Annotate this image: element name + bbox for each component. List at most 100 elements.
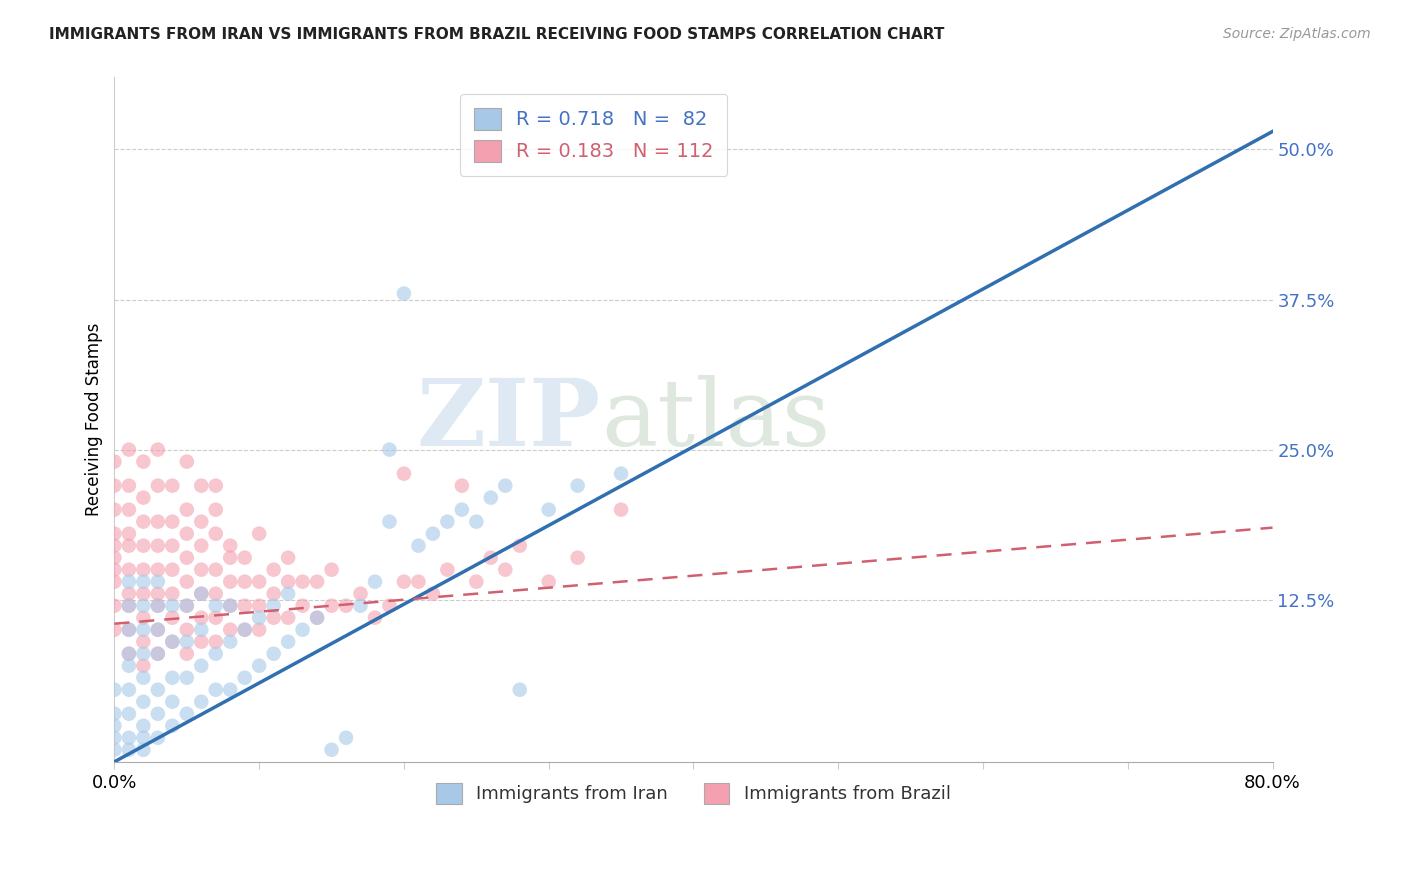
Point xyxy=(392,574,415,589)
Point xyxy=(176,574,198,589)
Point xyxy=(422,526,444,541)
Point xyxy=(118,539,141,553)
Point xyxy=(118,599,141,613)
Point xyxy=(103,478,125,492)
Point xyxy=(103,455,125,469)
Point xyxy=(103,623,125,637)
Point xyxy=(436,515,458,529)
Point xyxy=(219,599,242,613)
Point xyxy=(132,563,155,577)
Point xyxy=(247,574,270,589)
Point xyxy=(176,599,198,613)
Text: ZIP: ZIP xyxy=(416,375,600,465)
Point xyxy=(364,610,387,624)
Point xyxy=(567,550,589,565)
Point xyxy=(132,743,155,757)
Point xyxy=(132,587,155,601)
Point xyxy=(321,599,343,613)
Point xyxy=(176,647,198,661)
Point xyxy=(479,550,502,565)
Point xyxy=(450,502,472,516)
Point xyxy=(465,515,488,529)
Point xyxy=(118,599,141,613)
Point xyxy=(233,623,256,637)
Point xyxy=(321,743,343,757)
Point xyxy=(132,731,155,745)
Point xyxy=(1305,178,1327,193)
Point xyxy=(219,682,242,697)
Point xyxy=(233,550,256,565)
Point xyxy=(494,478,516,492)
Point xyxy=(349,587,371,601)
Point xyxy=(436,563,458,577)
Point xyxy=(146,587,169,601)
Point xyxy=(219,599,242,613)
Point xyxy=(233,574,256,589)
Point xyxy=(233,623,256,637)
Point xyxy=(132,574,155,589)
Point xyxy=(176,671,198,685)
Point xyxy=(509,682,531,697)
Point xyxy=(162,610,184,624)
Point xyxy=(118,706,141,721)
Point xyxy=(103,502,125,516)
Point xyxy=(118,574,141,589)
Point xyxy=(103,526,125,541)
Point xyxy=(378,515,401,529)
Text: atlas: atlas xyxy=(600,375,830,465)
Point xyxy=(132,671,155,685)
Point xyxy=(277,550,299,565)
Point xyxy=(307,574,329,589)
Point xyxy=(465,574,488,589)
Point xyxy=(204,610,226,624)
Point xyxy=(146,706,169,721)
Point xyxy=(204,599,226,613)
Point xyxy=(176,634,198,648)
Point xyxy=(349,599,371,613)
Point xyxy=(263,647,285,661)
Point xyxy=(176,623,198,637)
Point xyxy=(118,682,141,697)
Point xyxy=(146,563,169,577)
Point xyxy=(450,478,472,492)
Point xyxy=(219,634,242,648)
Point xyxy=(190,623,212,637)
Point xyxy=(190,587,212,601)
Point xyxy=(132,647,155,661)
Point xyxy=(291,599,314,613)
Point xyxy=(118,647,141,661)
Point xyxy=(146,539,169,553)
Point xyxy=(176,706,198,721)
Point xyxy=(408,539,430,553)
Point xyxy=(162,515,184,529)
Point xyxy=(146,515,169,529)
Point xyxy=(146,623,169,637)
Point xyxy=(219,539,242,553)
Point xyxy=(307,610,329,624)
Point xyxy=(509,539,531,553)
Point xyxy=(190,478,212,492)
Point xyxy=(263,563,285,577)
Point xyxy=(118,587,141,601)
Point xyxy=(118,442,141,457)
Point xyxy=(146,731,169,745)
Point xyxy=(162,587,184,601)
Point xyxy=(204,563,226,577)
Point xyxy=(190,539,212,553)
Point xyxy=(162,539,184,553)
Point xyxy=(610,502,633,516)
Point xyxy=(219,623,242,637)
Point xyxy=(190,587,212,601)
Text: Source: ZipAtlas.com: Source: ZipAtlas.com xyxy=(1223,27,1371,41)
Point xyxy=(247,610,270,624)
Point xyxy=(146,574,169,589)
Point xyxy=(494,563,516,577)
Point xyxy=(162,599,184,613)
Point xyxy=(103,599,125,613)
Point xyxy=(176,550,198,565)
Point xyxy=(335,731,357,745)
Point xyxy=(247,623,270,637)
Point xyxy=(190,515,212,529)
Point xyxy=(610,467,633,481)
Point xyxy=(233,671,256,685)
